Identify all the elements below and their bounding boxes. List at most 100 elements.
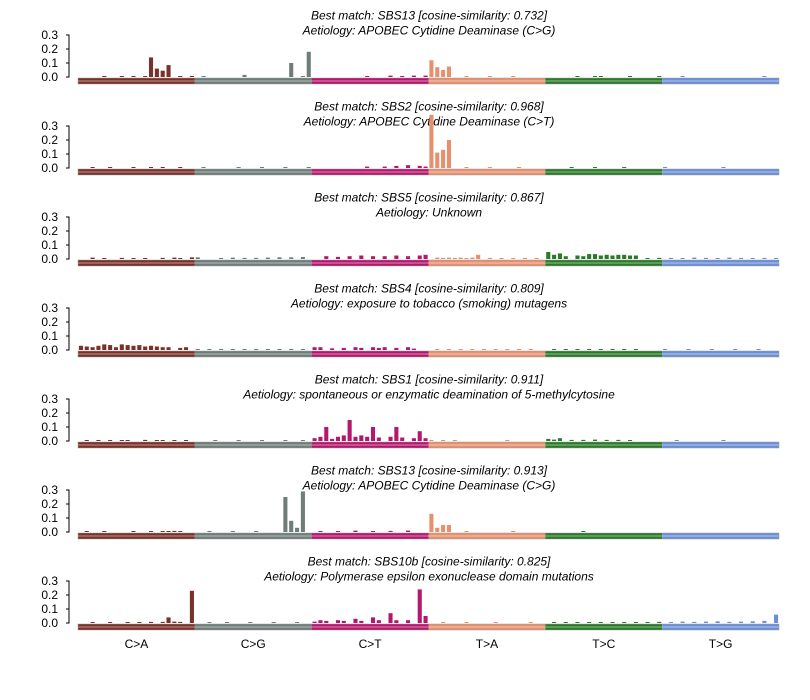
signature-panel: Best match: SBS13 [cosine-similarity: 0.… xyxy=(41,464,780,540)
signature-bar xyxy=(283,167,288,168)
signature-bar xyxy=(154,68,159,77)
signature-bar xyxy=(598,349,603,350)
signature-bar xyxy=(248,622,253,623)
signature-bar xyxy=(84,440,89,441)
strip-outline xyxy=(77,168,780,176)
signature-bar xyxy=(587,349,592,350)
signature-bar xyxy=(370,347,376,350)
signature-panel: Best match: SBS1 [cosine-similarity: 0.9… xyxy=(41,373,780,449)
category-strip xyxy=(78,260,195,266)
signature-bar xyxy=(178,347,183,350)
signature-bar xyxy=(335,531,340,532)
signature-bar xyxy=(318,531,323,532)
category-strip xyxy=(78,351,195,357)
signature-bar xyxy=(441,525,446,532)
signature-bar xyxy=(458,349,463,350)
signature-bar xyxy=(382,347,387,350)
signature-bar xyxy=(563,256,568,259)
panel-title: Best match: SBS13 [cosine-similarity: 0.… xyxy=(311,9,548,23)
signature-bar xyxy=(517,349,522,350)
signature-bar xyxy=(254,531,259,532)
signature-bar xyxy=(552,254,557,259)
panel-subtitle: Aetiology: APOBEC Cytidine Deaminase (C>… xyxy=(303,115,555,129)
signature-bar xyxy=(750,621,755,623)
signature-bar xyxy=(312,347,317,350)
y-tick-label: 0.0 xyxy=(41,161,58,175)
signature-bar xyxy=(259,167,265,168)
signature-bar xyxy=(370,427,376,441)
category-strip-highlight xyxy=(78,171,195,173)
panel-title: Best match: SBS10b [cosine-similarity: 0… xyxy=(308,555,551,569)
category-strip-highlight xyxy=(545,353,663,355)
y-tick-label: 0.0 xyxy=(41,343,58,357)
signature-panel: Best match: SBS2 [cosine-similarity: 0.9… xyxy=(41,100,780,176)
signature-bar xyxy=(283,440,288,441)
signature-bar xyxy=(703,257,709,259)
signature-bar xyxy=(446,257,451,259)
category-strip-highlight xyxy=(428,353,546,355)
signature-bar xyxy=(271,622,276,623)
strip-outline xyxy=(77,77,780,85)
signature-bar xyxy=(388,613,393,623)
category-label: C>A xyxy=(125,637,149,651)
signature-bar xyxy=(289,349,294,350)
signature-bar xyxy=(312,438,317,441)
signature-bar xyxy=(359,435,364,441)
signature-bar xyxy=(575,622,580,623)
signature-bar xyxy=(411,438,416,441)
signature-bar xyxy=(727,621,732,623)
signature-bar xyxy=(201,76,206,77)
signature-bar xyxy=(487,257,492,259)
signature-bar xyxy=(458,257,463,259)
signature-bar xyxy=(406,620,411,623)
y-tick-label: 0.3 xyxy=(41,28,58,42)
signature-panel: Best match: SBS4 [cosine-similarity: 0.8… xyxy=(41,282,780,358)
signature-bar xyxy=(738,621,744,623)
category-strip xyxy=(78,442,195,448)
signature-bar xyxy=(452,440,457,441)
signature-panel: Best match: SBS13 [cosine-similarity: 0.… xyxy=(41,9,780,85)
category-strip xyxy=(428,351,546,357)
signature-bar xyxy=(148,57,154,77)
signature-bar xyxy=(417,255,422,259)
y-tick-label: 0.1 xyxy=(41,329,58,343)
signature-bar xyxy=(219,349,224,350)
signature-bar xyxy=(645,258,650,259)
signature-bar xyxy=(242,74,247,77)
signature-bar xyxy=(557,438,562,441)
y-tick-label: 0.1 xyxy=(41,56,58,70)
category-strip-highlight xyxy=(78,535,195,537)
signature-bar xyxy=(388,436,393,441)
category-strip-highlight xyxy=(311,444,429,446)
signature-bar xyxy=(569,439,574,441)
strip-outline xyxy=(77,623,780,631)
signature-bar xyxy=(657,257,662,259)
signature-bar xyxy=(113,347,119,350)
signature-panel: Best match: SBS5 [cosine-similarity: 0.8… xyxy=(41,191,780,267)
signature-bar xyxy=(633,622,638,623)
signature-bar xyxy=(143,439,148,441)
signature-bar xyxy=(330,438,335,441)
signature-bar xyxy=(125,622,130,623)
signature-bar xyxy=(441,70,446,77)
category-strip xyxy=(662,624,779,630)
category-strip xyxy=(78,78,195,84)
signature-bar xyxy=(446,349,451,350)
signature-bar xyxy=(143,76,148,77)
signature-bar xyxy=(622,254,627,259)
signature-bar xyxy=(464,258,469,259)
signature-bar xyxy=(119,440,124,441)
signature-bar xyxy=(365,76,370,77)
category-strip xyxy=(78,624,195,630)
signature-bar xyxy=(505,349,510,350)
signature-bar xyxy=(318,620,323,623)
signature-bar xyxy=(417,589,422,623)
signature-bar xyxy=(359,620,364,623)
category-strip xyxy=(428,624,546,630)
signature-bar xyxy=(178,76,183,77)
signature-bar xyxy=(300,349,305,350)
y-tick-label: 0.3 xyxy=(41,483,58,497)
category-strip-highlight xyxy=(194,80,312,82)
y-tick-label: 0.3 xyxy=(41,392,58,406)
signature-bar xyxy=(300,76,305,77)
